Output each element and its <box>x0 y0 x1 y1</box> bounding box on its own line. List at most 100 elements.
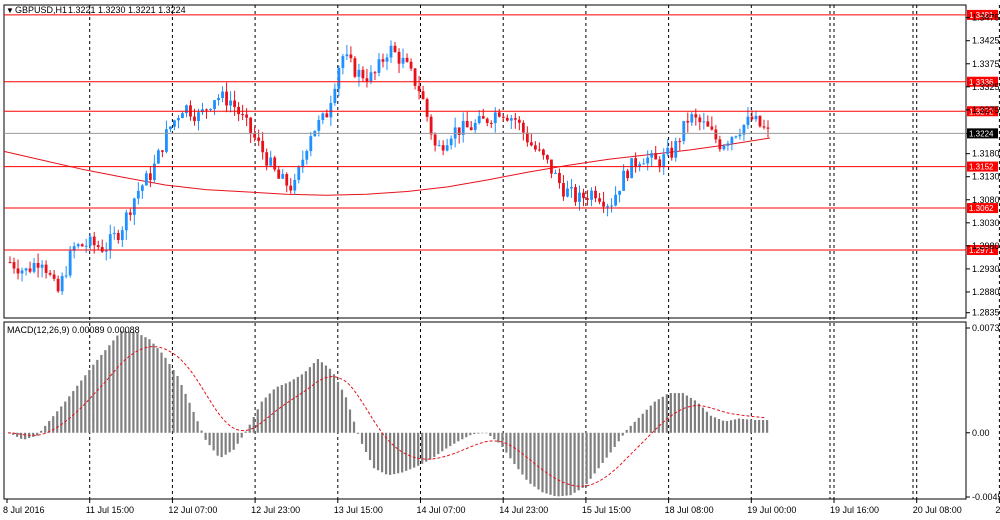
candle-body <box>205 109 208 111</box>
macd-histogram-bar <box>288 381 291 433</box>
candle-body <box>24 268 28 271</box>
candle-body <box>173 120 176 127</box>
level-badge-label: 1.3152 <box>969 163 994 172</box>
level-badge-label: 1.3272 <box>969 107 994 116</box>
macd-histogram-bar <box>268 393 271 433</box>
candle-body <box>132 198 136 215</box>
candle-body <box>389 45 393 58</box>
macd-histogram-bar <box>300 374 303 433</box>
macd-histogram-bar <box>372 432 376 469</box>
macd-histogram-bar <box>188 402 191 433</box>
macd-histogram-bar <box>393 432 396 475</box>
candle-body <box>345 54 349 57</box>
macd-histogram-bar <box>437 432 440 455</box>
candle-body <box>229 100 232 106</box>
candle-body <box>417 85 421 92</box>
macd-histogram-bar <box>40 430 43 433</box>
macd-histogram-bar <box>332 374 336 433</box>
candle-body <box>762 126 766 128</box>
candle-body <box>473 123 477 130</box>
candle-body <box>305 151 309 160</box>
macd-histogram-bar <box>501 432 504 447</box>
macd-histogram-bar <box>228 432 231 453</box>
macd-histogram-bar <box>376 432 380 471</box>
macd-histogram-bar <box>685 395 688 433</box>
candle-body <box>48 272 52 275</box>
macd-histogram-bar <box>116 335 119 433</box>
macd-histogram-bar <box>717 419 721 433</box>
candles-layer <box>8 40 770 295</box>
macd-histogram-bar <box>340 389 344 433</box>
macd-histogram-bar <box>417 432 420 466</box>
macd-histogram-bar <box>689 397 692 433</box>
macd-histogram-bar <box>112 340 115 433</box>
x-tick-label: 12 Jul 23:00 <box>251 505 300 515</box>
macd-histogram-bar <box>156 348 159 433</box>
macd-histogram-bar <box>80 380 83 433</box>
macd-histogram-bar <box>549 432 552 495</box>
macd-histogram-bar <box>765 420 769 433</box>
level-badge-label: 1.3336 <box>969 78 994 87</box>
macd-histogram-bar <box>633 421 636 433</box>
candle-body <box>325 113 329 118</box>
macd-histogram-bar <box>489 432 492 437</box>
macd-histogram-bar <box>485 432 488 434</box>
candle-body <box>646 157 650 164</box>
candle-body <box>654 153 658 160</box>
macd-histogram-bar <box>581 432 584 488</box>
candle-body <box>373 72 377 74</box>
candle-body <box>425 99 429 117</box>
candle-body <box>169 126 172 130</box>
candle-body <box>630 158 634 179</box>
macd-histogram-bar <box>224 432 227 455</box>
candle-body <box>714 129 718 140</box>
macd-histogram-bar <box>421 432 424 464</box>
macd-histogram-bar <box>312 363 316 433</box>
candle-body <box>477 116 481 124</box>
macd-histogram-bar <box>709 415 713 433</box>
level-badge-label: 1.2971 <box>969 246 994 255</box>
macd-histogram-bar <box>364 432 368 453</box>
macd-histogram-bar <box>605 432 608 458</box>
candle-body <box>674 141 678 158</box>
candle-body <box>590 190 593 200</box>
candle-body <box>321 113 325 121</box>
candle-body <box>650 153 654 158</box>
macd-histogram-bar <box>597 432 600 469</box>
macd-histogram-bar <box>68 396 71 433</box>
y-tick-label: 1.3030 <box>972 218 1000 228</box>
level-badge <box>967 9 998 20</box>
macd-histogram-bar <box>661 396 664 433</box>
macd-histogram-bar <box>469 432 472 436</box>
chart-menu-icon[interactable]: ▼ <box>6 6 14 15</box>
macd-histogram-bar <box>601 432 604 463</box>
candle-body <box>433 134 437 146</box>
candle-body <box>197 112 200 122</box>
candle-body <box>546 155 549 160</box>
macd-histogram-bar <box>389 432 392 475</box>
macd-histogram-bar <box>212 432 215 451</box>
candle-body <box>537 149 541 151</box>
macd-histogram-bar <box>152 343 155 433</box>
candle-body <box>297 167 301 180</box>
macd-histogram-bar <box>344 397 348 433</box>
candle-body <box>128 212 132 215</box>
candle-body <box>614 194 617 206</box>
candle-body <box>722 145 726 150</box>
macd-histogram-bar <box>304 371 307 433</box>
macd-histogram-bar <box>180 384 183 433</box>
macd-histogram-bar <box>240 432 243 438</box>
y-tick-label: 1.3275 <box>972 105 1000 115</box>
candle-body <box>574 187 577 202</box>
candle-body <box>72 246 76 251</box>
candle-body <box>253 133 257 138</box>
candle-body <box>497 112 501 117</box>
candle-body <box>353 58 357 77</box>
candle-body <box>40 264 44 268</box>
macd-histogram-bar <box>16 432 19 437</box>
macd-histogram-bar <box>425 432 428 462</box>
macd-histogram-bar <box>453 432 456 444</box>
macd-histogram-bar <box>497 432 500 443</box>
macd-histogram-bar <box>621 432 624 436</box>
candle-body <box>622 170 626 191</box>
